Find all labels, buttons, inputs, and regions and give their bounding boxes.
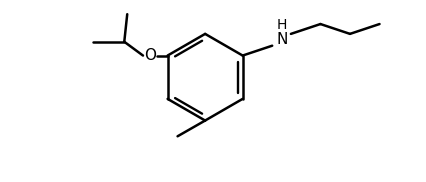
Text: N: N [276,32,287,47]
Text: H: H [276,18,287,32]
Text: O: O [144,48,155,63]
